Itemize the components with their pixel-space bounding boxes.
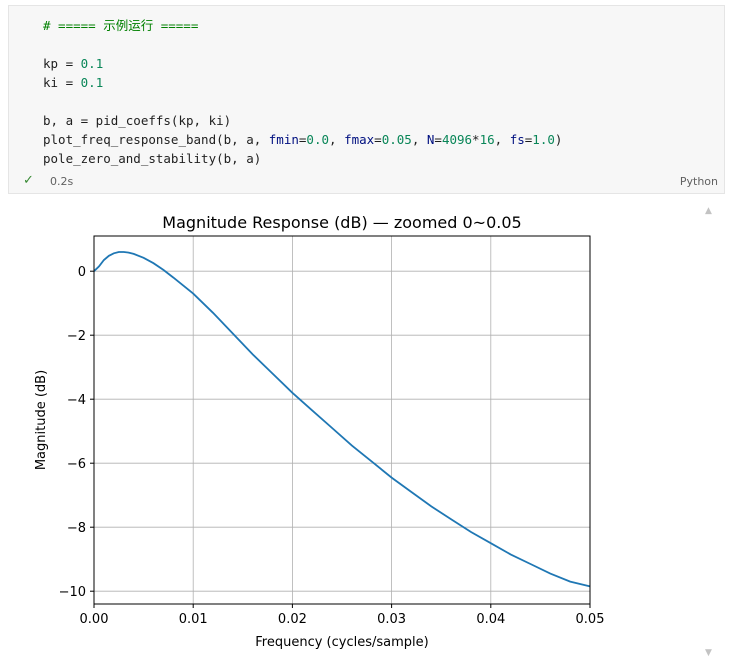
y-tick-label: −10	[59, 585, 86, 600]
code-token: =	[434, 132, 442, 147]
output-scroll-up-icon[interactable]: ▲	[705, 206, 712, 216]
code-line[interactable]: ki = 0.1	[43, 73, 562, 92]
code-token: plot_freq_response_band(b, a,	[43, 132, 269, 147]
plot-frame	[93, 235, 591, 605]
code-token: 16	[479, 132, 495, 147]
code-token: ,	[411, 132, 427, 147]
code-token: =	[58, 75, 81, 90]
code-token: =	[58, 56, 81, 71]
code-token: 1.0	[532, 132, 555, 147]
y-tick-label: −6	[67, 457, 86, 472]
series-line	[93, 251, 591, 588]
code-token: fs	[509, 132, 525, 147]
code-token: 0.1	[80, 75, 104, 90]
code-token: 0.0	[306, 132, 329, 147]
x-tick-label: 0.05	[576, 612, 605, 627]
code-token: pole_zero_and_stability(b, a)	[43, 151, 262, 166]
y-axis-label: Magnitude (dB)	[34, 370, 49, 470]
code-token: )	[554, 132, 563, 147]
cell-status-bar: ✓ 0.2s Python	[9, 171, 724, 193]
x-tick-label: 0.02	[278, 612, 307, 627]
code-token: fmin	[268, 132, 299, 147]
code-token: 4096	[441, 132, 473, 147]
code-token: ,	[494, 132, 510, 147]
code-token: 0.05	[381, 132, 412, 147]
code-line[interactable]: b, a = pid_coeffs(kp, ki)	[43, 111, 562, 130]
language-label[interactable]: Python	[679, 175, 718, 188]
y-tick-label: −8	[67, 521, 86, 536]
check-icon: ✓	[23, 173, 34, 188]
code-token: ,	[329, 132, 345, 147]
code-token: =	[298, 132, 307, 147]
code-line[interactable]: pole_zero_and_stability(b, a)	[43, 149, 562, 168]
code-token: =	[524, 132, 533, 147]
code-line[interactable]: kp = 0.1	[43, 54, 562, 73]
code-token: kp	[43, 56, 59, 71]
chart-title: Magnitude Response (dB) — zoomed 0~0.05	[162, 213, 521, 232]
y-tick-label: −4	[67, 393, 86, 408]
execution-time: 0.2s	[50, 175, 74, 188]
code-token: 0.1	[80, 56, 104, 71]
code-line[interactable]	[43, 35, 562, 54]
code-token: ki	[43, 75, 59, 90]
y-tick-label: 0	[78, 265, 86, 280]
code-token: N	[426, 132, 435, 147]
code-token: b, a = pid_coeffs(kp, ki)	[43, 113, 232, 128]
code-editor[interactable]: # ===== 示例运行 ===== kp = 0.1 ki = 0.1 b, a =…	[43, 16, 562, 168]
code-token: =	[374, 132, 382, 147]
x-axis-label: Frequency (cycles/sample)	[255, 635, 428, 650]
code-line[interactable]	[43, 92, 562, 111]
x-tick-label: 0.00	[80, 612, 109, 627]
x-tick-label: 0.01	[179, 612, 208, 627]
cell-output: 0.00 0.01 0.02 0.03 0.04 0.05 0 −2 −4 −6 −8 −10 Magn…	[0, 200, 700, 661]
code-line[interactable]: plot_freq_response_band(b, a, fmin=0.0, …	[43, 130, 562, 149]
code-cell[interactable]: # ===== 示例运行 ===== kp = 0.1 ki = 0.1 b, a =…	[8, 5, 725, 194]
y-tick-label: −2	[67, 329, 86, 344]
code-token: # ===== 示例运行 =====	[43, 18, 199, 33]
x-tick-label: 0.03	[377, 612, 406, 627]
code-token: *	[472, 132, 480, 147]
code-token: fmax	[344, 132, 375, 147]
x-tick-label: 0.04	[476, 612, 505, 627]
code-line[interactable]: # ===== 示例运行 =====	[43, 16, 562, 35]
output-scroll-down-icon[interactable]: ▼	[705, 648, 712, 658]
magnitude-response-chart: 0.00 0.01 0.02 0.03 0.04 0.05 0 −2 −4 −6 −8 −10 Magn…	[34, 213, 605, 650]
